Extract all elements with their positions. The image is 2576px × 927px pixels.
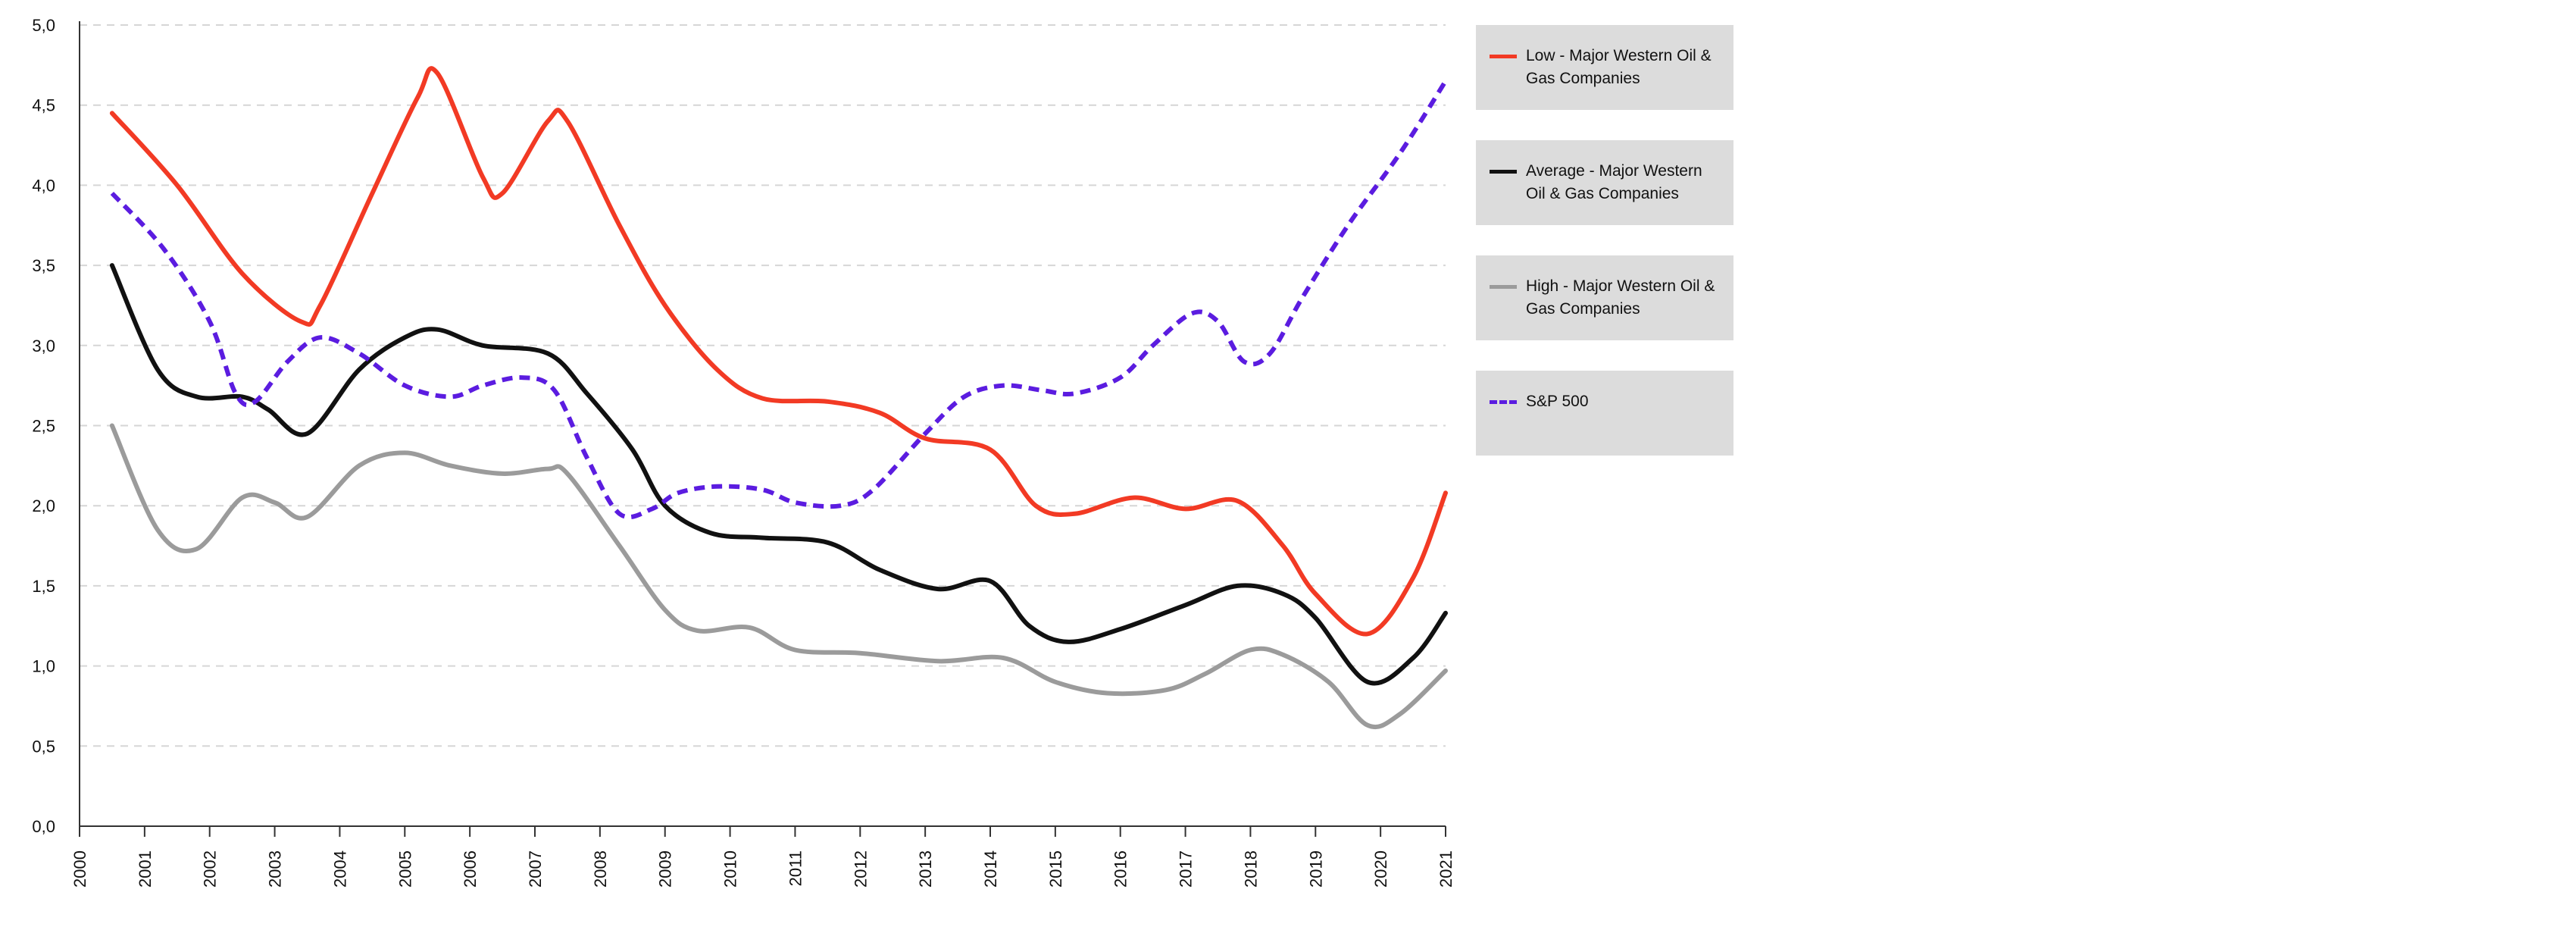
y-tick-label: 4,0 xyxy=(32,176,55,195)
x-tick-label: 2006 xyxy=(461,850,480,888)
legend-item-average: Average - Major Western Oil & Gas Compan… xyxy=(1476,140,1733,225)
x-tick-label: 2004 xyxy=(330,850,349,888)
line-chart: 0,00,51,01,52,02,53,03,54,04,55,0 2000 20… xyxy=(32,16,1455,888)
series-line-high xyxy=(109,423,1448,730)
x-tick-label: 2017 xyxy=(1177,850,1196,888)
x-tick-label: 2005 xyxy=(395,850,414,888)
x-tick-label: 2008 xyxy=(591,850,610,888)
x-tick-label: 2003 xyxy=(266,850,285,888)
series-lines xyxy=(109,66,1448,730)
gridlines xyxy=(80,24,1446,747)
y-tick-label: 1,5 xyxy=(32,577,55,596)
series-line-sp500 xyxy=(110,80,1448,520)
x-tick-label: 2016 xyxy=(1111,850,1130,888)
legend-swatch-sp500 xyxy=(1490,400,1517,404)
x-tick-label: 2011 xyxy=(786,850,805,886)
legend-item-low: Low - Major Western Oil & Gas Companies xyxy=(1476,25,1733,110)
legend-item-high: High - Major Western Oil & Gas Companies xyxy=(1476,255,1733,340)
axes xyxy=(79,21,1446,827)
series-line-average xyxy=(109,263,1448,686)
y-tick-label: 2,0 xyxy=(32,496,55,515)
y-tick-label: 3,0 xyxy=(32,337,55,355)
y-tick-label: 2,5 xyxy=(32,417,55,436)
x-tick-label: 2014 xyxy=(981,850,1000,888)
y-tick-label: 0,5 xyxy=(32,737,55,756)
legend-label-low: Low - Major Western Oil & Gas Companies xyxy=(1526,47,1712,87)
x-tick-label: 2002 xyxy=(201,850,220,888)
x-tick-label: 2009 xyxy=(656,850,675,888)
legend-swatch-average xyxy=(1490,170,1517,174)
x-tick-label: 2000 xyxy=(70,850,89,888)
y-tick-label: 3,5 xyxy=(32,256,55,275)
y-tick-label: 1,0 xyxy=(32,657,55,676)
x-tick-label: 2020 xyxy=(1371,850,1390,888)
x-axis-ticks: 2000 2001 2002 2003 2004 2005 2006 2007 2008 2009… xyxy=(70,826,1455,888)
legend-item-sp500: S&P 500 xyxy=(1476,371,1733,456)
x-tick-label: 2007 xyxy=(526,850,545,888)
legend-swatch-low xyxy=(1490,55,1517,58)
x-tick-label: 2019 xyxy=(1306,850,1325,888)
y-tick-label: 4,5 xyxy=(32,96,55,115)
x-tick-label: 2018 xyxy=(1241,850,1260,888)
x-tick-label: 2001 xyxy=(136,850,155,888)
x-tick-label: 2015 xyxy=(1046,850,1065,888)
x-tick-label: 2013 xyxy=(916,850,935,888)
y-tick-label: 0,0 xyxy=(32,817,55,836)
y-axis-ticks: 0,0 0,5 1,0 1,5 2,0 2,5 3,0 3,5 4,0 4,5 5,0 xyxy=(32,16,55,836)
x-tick-label: 2012 xyxy=(851,850,870,888)
legend-label-average: Average - Major Western Oil & Gas Compan… xyxy=(1526,162,1702,202)
x-tick-label: 2010 xyxy=(721,850,740,888)
legend: Low - Major Western Oil & Gas Companies … xyxy=(1476,25,1733,486)
x-tick-label: 2021 xyxy=(1436,850,1455,888)
series-line-low xyxy=(109,66,1448,637)
legend-swatch-high xyxy=(1490,285,1517,289)
y-tick-label: 5,0 xyxy=(32,16,55,35)
legend-label-sp500: S&P 500 xyxy=(1526,393,1589,410)
legend-label-high: High - Major Western Oil & Gas Companies xyxy=(1526,277,1715,318)
